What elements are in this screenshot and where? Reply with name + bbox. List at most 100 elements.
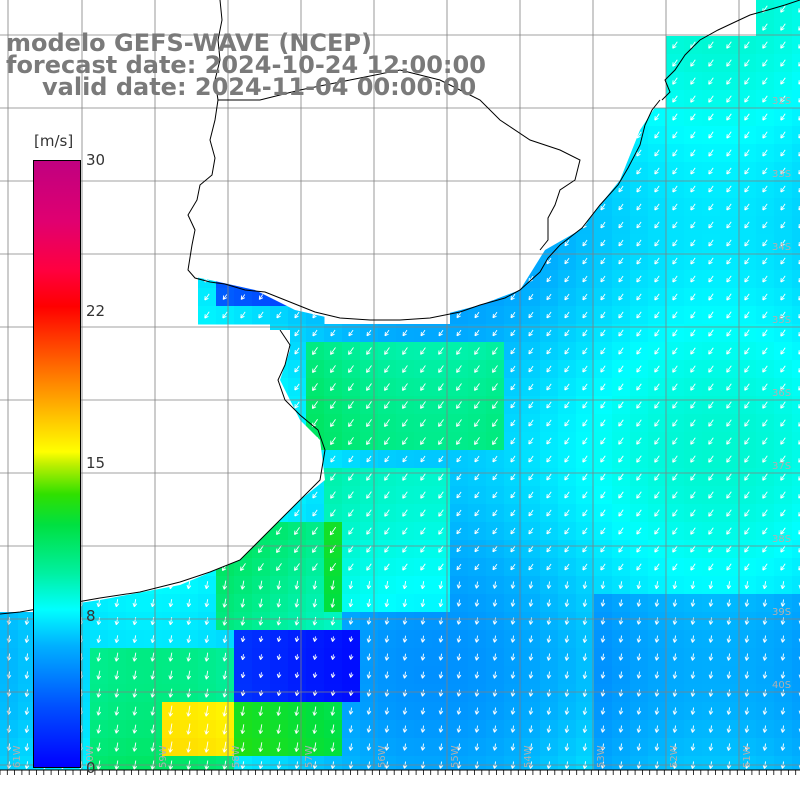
wind-arrow: [726, 437, 732, 445]
wind-arrow: [492, 509, 498, 517]
wind-arrow: [690, 725, 696, 733]
wind-arrow: [708, 185, 714, 193]
wind-arrow: [636, 509, 642, 517]
wind-arrow: [672, 131, 678, 139]
wind-arrow: [348, 707, 354, 715]
wind-arrow: [618, 329, 624, 337]
wind-arrow: [780, 149, 786, 157]
wind-arrow: [456, 455, 462, 463]
wind-arrow: [708, 401, 714, 409]
wind-arrow: [384, 383, 390, 391]
wind-arrow: [582, 689, 588, 697]
wind-arrow: [636, 221, 642, 229]
wind-arrow: [348, 491, 354, 499]
wind-arrow: [690, 365, 696, 373]
wind-arrow: [546, 419, 552, 427]
wind-arrow: [276, 724, 282, 734]
wind-arrow: [546, 491, 552, 499]
wind-arrow: [366, 689, 372, 697]
wind-arrow: [420, 401, 426, 409]
wind-arrow: [204, 581, 210, 590]
wind-arrow: [726, 401, 732, 409]
wind-arrow: [708, 383, 714, 391]
wind-arrow: [474, 437, 480, 446]
wind-arrow: [672, 527, 678, 535]
wind-arrow: [384, 581, 390, 590]
wind-arrow: [600, 275, 606, 283]
title-line-model: modelo GEFS-WAVE (NCEP): [6, 29, 372, 57]
wind-arrow: [672, 167, 678, 175]
wind-speed-cell: [792, 324, 800, 343]
wind-arrow: [690, 509, 696, 517]
colorbar-tick-label: 0: [86, 759, 96, 777]
wind-arrow: [600, 599, 606, 607]
wind-arrow: [744, 689, 750, 697]
wind-speed-cell: [792, 720, 800, 739]
wind-arrow: [762, 167, 768, 175]
wind-arrow: [276, 598, 282, 608]
wind-arrow: [510, 293, 516, 301]
wind-arrow: [654, 113, 660, 121]
wind-arrow: [384, 473, 390, 481]
wind-arrow: [744, 671, 750, 679]
wind-arrow: [528, 365, 534, 373]
wind-arrow: [474, 545, 480, 553]
wind-arrow: [762, 671, 768, 679]
wind-arrow: [618, 185, 624, 193]
wind-arrow: [564, 239, 570, 247]
wind-arrow: [438, 455, 444, 463]
wind-arrow: [726, 599, 732, 607]
colorbar-tick-label: 30: [86, 151, 106, 169]
wind-arrow: [474, 347, 480, 355]
wind-arrow: [744, 149, 750, 157]
wind-speed-cell: [792, 108, 800, 127]
wind-arrow: [726, 329, 732, 337]
longitude-label: 61W: [12, 745, 23, 768]
wind-arrow: [672, 365, 678, 373]
wind-speed-cell: [792, 702, 800, 721]
wind-arrow: [276, 580, 282, 590]
wind-arrow: [474, 671, 480, 679]
wind-speed-cell: [792, 234, 800, 253]
wind-arrow: [258, 616, 264, 626]
wind-arrow: [96, 652, 102, 662]
wind-arrow: [528, 347, 534, 355]
wind-arrow: [492, 383, 498, 391]
wind-arrow: [348, 563, 354, 571]
wind-arrow: [24, 635, 30, 643]
wind-arrow: [474, 689, 480, 697]
wind-arrow: [150, 724, 156, 734]
wind-speed-cell: [792, 0, 800, 19]
wind-arrow: [330, 329, 336, 337]
wind-arrow: [420, 419, 426, 427]
wind-arrow: [528, 743, 534, 751]
longitude-label: 59W: [158, 745, 169, 768]
wind-arrow: [348, 419, 354, 428]
wind-arrow: [474, 365, 480, 373]
wind-arrow: [798, 62, 800, 67]
wind-arrow: [329, 562, 337, 572]
wind-arrow: [150, 635, 156, 643]
wind-arrow: [492, 437, 498, 446]
wind-arrow: [744, 185, 750, 193]
wind-arrow: [528, 491, 534, 499]
wind-arrow: [384, 491, 390, 499]
wind-arrow: [672, 725, 678, 733]
wind-speed-cell: [792, 306, 800, 325]
wind-arrow: [744, 419, 750, 427]
wind-speed-cell: [792, 270, 800, 289]
wind-arrow: [744, 275, 750, 283]
wind-arrow: [348, 545, 354, 553]
wind-arrow: [654, 599, 660, 607]
wind-arrow: [546, 347, 552, 355]
wind-arrow: [654, 635, 660, 643]
wind-arrow: [240, 311, 246, 319]
wind-arrow: [780, 581, 786, 590]
wind-arrow: [312, 742, 318, 752]
wind-arrow: [492, 311, 498, 319]
wind-arrow: [546, 743, 552, 751]
wind-arrow: [402, 653, 408, 661]
wind-arrow: [636, 527, 642, 535]
wind-arrow: [654, 311, 660, 319]
